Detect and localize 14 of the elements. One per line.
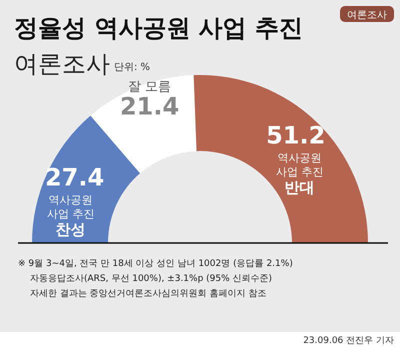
- data-label: 27.4: [44, 163, 104, 192]
- slice-label: 잘 모름: [128, 80, 172, 95]
- text: 단위: %: [114, 62, 150, 73]
- chart-subtitle: 여론조사: [14, 50, 110, 78]
- slice-label: 역사공원 사업 추진 반대: [276, 152, 324, 197]
- slice-label: 역사공원 사업 추진 찬성: [46, 193, 94, 238]
- text: 여론조사: [347, 10, 387, 21]
- text: 자동응답조사(ARS, 무선 100%), ±3.1%p (95% 신뢰수준): [30, 274, 272, 284]
- text: 23.09.06 전진우 기자: [303, 336, 394, 346]
- data-label: 21.4: [120, 92, 180, 121]
- data-label: 51.2: [266, 122, 326, 150]
- text: 자세한 결과는 중앙선거여론조사심의위원회 홈페이지 참조: [30, 289, 266, 299]
- chart-title: 정율성 역사공원 사업 추진: [14, 14, 304, 42]
- text: ※ 9월 3~4일, 전국 만 18세 이상 성인 남녀 1002명 (응답률 2.1%): [18, 259, 293, 269]
